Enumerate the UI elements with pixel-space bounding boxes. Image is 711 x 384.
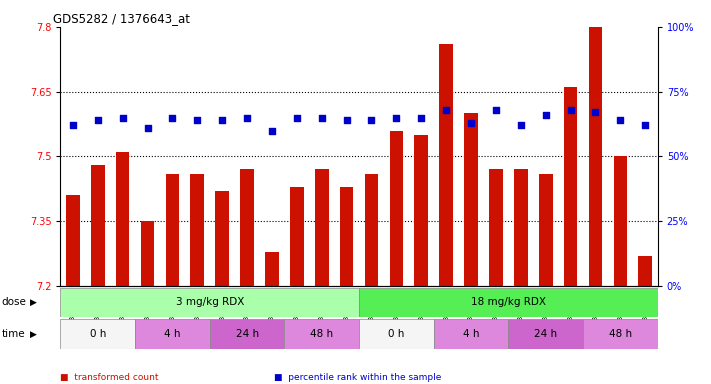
Text: ▶: ▶	[30, 329, 37, 339]
Bar	[141, 221, 154, 286]
Point	[589, 109, 601, 116]
Text: 4 h: 4 h	[463, 329, 479, 339]
Point	[391, 114, 402, 121]
Bar	[638, 256, 652, 286]
Point	[440, 107, 452, 113]
Bar	[215, 191, 229, 286]
Text: 4 h: 4 h	[164, 329, 181, 339]
Point	[465, 120, 476, 126]
Bar	[135, 319, 210, 349]
Bar	[365, 174, 378, 286]
Bar	[315, 169, 328, 286]
Bar	[539, 174, 552, 286]
Bar	[359, 319, 434, 349]
Point	[191, 117, 203, 123]
Text: 48 h: 48 h	[609, 329, 632, 339]
Point	[515, 122, 526, 128]
Point	[490, 107, 501, 113]
Text: 3 mg/kg RDX: 3 mg/kg RDX	[176, 297, 244, 308]
Bar	[439, 44, 453, 286]
Text: GDS5282 / 1376643_at: GDS5282 / 1376643_at	[53, 12, 191, 25]
Text: 48 h: 48 h	[310, 329, 333, 339]
Point	[266, 127, 277, 134]
Bar	[240, 169, 254, 286]
Text: 0 h: 0 h	[388, 329, 405, 339]
Text: time: time	[1, 329, 25, 339]
Point	[614, 117, 626, 123]
Bar	[210, 319, 284, 349]
Point	[67, 122, 78, 128]
Bar	[340, 187, 353, 286]
Bar	[265, 252, 279, 286]
Text: ■  percentile rank within the sample: ■ percentile rank within the sample	[274, 373, 441, 382]
Bar	[508, 319, 583, 349]
Bar	[589, 27, 602, 286]
Point	[166, 114, 178, 121]
Bar	[60, 288, 359, 317]
Bar	[614, 156, 627, 286]
Bar	[284, 319, 359, 349]
Text: dose: dose	[1, 297, 26, 308]
Point	[292, 114, 303, 121]
Bar	[91, 165, 105, 286]
Bar	[489, 169, 503, 286]
Point	[216, 117, 228, 123]
Point	[316, 114, 327, 121]
Text: ■  transformed count: ■ transformed count	[60, 373, 159, 382]
Bar	[116, 152, 129, 286]
Bar	[415, 135, 428, 286]
Bar	[434, 319, 508, 349]
Bar	[60, 319, 135, 349]
Bar	[191, 174, 204, 286]
Point	[565, 107, 576, 113]
Point	[241, 114, 253, 121]
Bar	[66, 195, 80, 286]
Text: ▶: ▶	[30, 298, 37, 307]
Point	[341, 117, 352, 123]
Text: 18 mg/kg RDX: 18 mg/kg RDX	[471, 297, 546, 308]
Bar	[564, 87, 577, 286]
Point	[540, 112, 551, 118]
Point	[415, 114, 427, 121]
Bar	[514, 169, 528, 286]
Text: 24 h: 24 h	[235, 329, 259, 339]
Bar	[583, 319, 658, 349]
Point	[639, 122, 651, 128]
Point	[92, 117, 104, 123]
Text: 0 h: 0 h	[90, 329, 106, 339]
Bar	[166, 174, 179, 286]
Bar	[464, 113, 478, 286]
Point	[117, 114, 128, 121]
Point	[365, 117, 377, 123]
Bar	[390, 131, 403, 286]
Bar	[290, 187, 304, 286]
Point	[141, 125, 154, 131]
Text: 24 h: 24 h	[534, 329, 557, 339]
Bar	[359, 288, 658, 317]
